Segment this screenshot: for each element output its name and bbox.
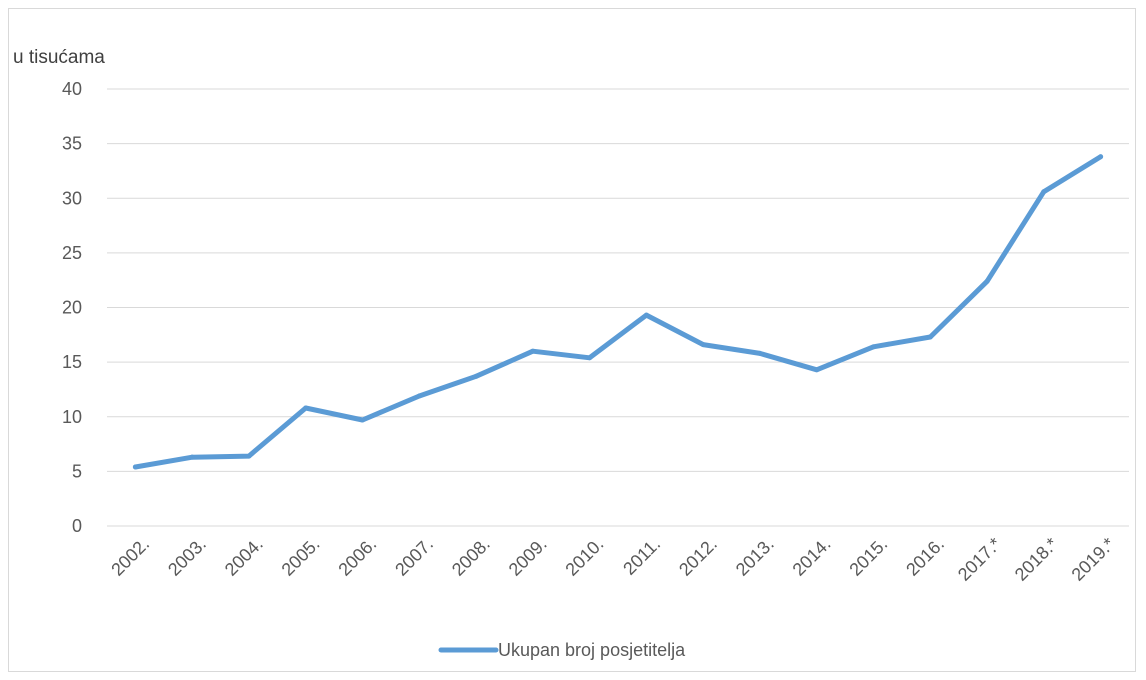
x-tick-label: 2010.	[561, 534, 607, 580]
x-tick-label: 2007.	[391, 534, 437, 580]
x-tick-label: 2003.	[164, 534, 210, 580]
x-tick-label: 2013.	[732, 534, 778, 580]
data-point	[643, 312, 649, 318]
data-point	[303, 405, 309, 411]
y-tick-label: 40	[62, 79, 82, 99]
x-axis-ticks: 2002. 2003. 2004. 2005. 2006. 2007. 2008. 2009.…	[107, 534, 1118, 585]
x-tick-label: 2016.	[902, 534, 948, 580]
x-tick-label: 2014.	[789, 534, 835, 580]
data-point	[871, 344, 876, 350]
data-point	[360, 417, 365, 423]
data-point	[1098, 154, 1104, 160]
data-point	[132, 464, 138, 470]
data-point	[246, 453, 252, 459]
x-tick-label: 2004.	[221, 534, 267, 580]
data-point	[530, 348, 536, 354]
series-line	[132, 154, 1104, 470]
x-tick-label: 2002.	[107, 534, 153, 580]
legend-label: Ukupan broj posjetitelja	[498, 640, 686, 660]
x-tick-label: 2009.	[505, 534, 551, 580]
x-tick-label: 2017.*	[954, 534, 1005, 585]
data-point	[757, 350, 763, 356]
data-point	[984, 278, 990, 284]
x-tick-label: 2006.	[334, 534, 380, 580]
x-tick-label: 2005.	[278, 534, 324, 580]
data-point	[1041, 189, 1047, 195]
legend: Ukupan broj posjetitelja	[438, 640, 686, 660]
y-tick-label: 20	[62, 298, 82, 318]
data-point	[814, 367, 820, 373]
gridlines	[107, 88, 1129, 527]
data-point	[700, 342, 706, 348]
data-point	[189, 454, 195, 460]
x-tick-label: 2008.	[448, 534, 494, 580]
y-tick-label: 30	[62, 188, 82, 208]
data-point	[473, 373, 479, 379]
y-tick-label: 15	[62, 352, 82, 372]
y-tick-label: 35	[62, 134, 82, 154]
data-point	[416, 393, 422, 399]
x-tick-label: 2012.	[675, 534, 721, 580]
y-axis-unit-label: u tisućama	[13, 47, 105, 68]
x-tick-label: 2018.*	[1011, 534, 1062, 585]
chart-area: 0 5 10 15 20 25 30 35 40 2002. 2003. 2004. 2005. 200…	[8, 8, 1136, 672]
series-layer	[132, 154, 1104, 470]
x-tick-label: 2019.*	[1068, 534, 1119, 585]
y-axis-ticks: 0 5 10 15 20 25 30 35 40	[62, 79, 82, 536]
x-tick-label: 2011.	[619, 534, 664, 579]
y-tick-label: 0	[72, 516, 82, 536]
data-point	[927, 334, 933, 340]
y-tick-label: 25	[62, 243, 82, 263]
y-tick-label: 10	[62, 407, 82, 427]
x-tick-label: 2015.	[845, 534, 891, 580]
y-tick-label: 5	[72, 461, 82, 481]
data-point	[587, 355, 593, 361]
